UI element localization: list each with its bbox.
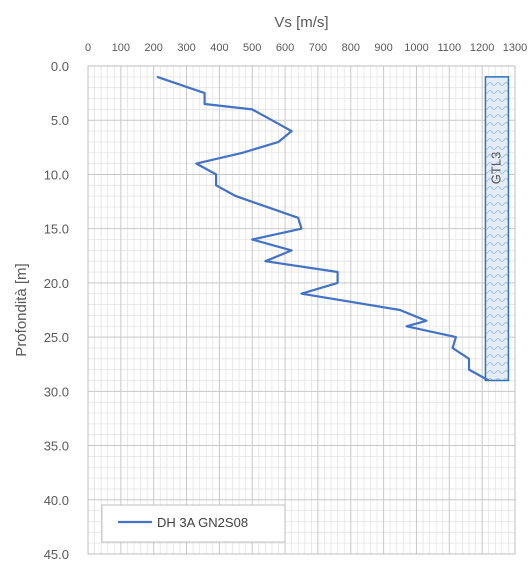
x-axis-title: Vs [m/s]	[274, 14, 328, 31]
plot-border	[87, 65, 516, 555]
y-tick-label: 20.0	[44, 276, 69, 291]
y-tick-label: 30.0	[44, 384, 69, 399]
x-tick-label: 800	[342, 42, 360, 54]
y-tick-label: 10.0	[44, 167, 69, 182]
x-tick-label: 300	[177, 42, 195, 54]
x-tick-label: 500	[243, 42, 261, 54]
x-tick-label: 600	[276, 42, 294, 54]
x-tick-label: 0	[85, 42, 91, 54]
x-tick-label: 700	[309, 42, 327, 54]
legend: DH 3A GN2S08	[101, 504, 286, 543]
series-line	[156, 75, 490, 382]
annotation-box	[484, 76, 510, 382]
x-tick-label: 1200	[470, 42, 494, 54]
annotation-label: GTL3	[488, 152, 503, 185]
legend-label: DH 3A GN2S08	[157, 515, 248, 530]
x-tick-label: 900	[374, 42, 392, 54]
y-tick-label: 0.0	[51, 59, 69, 74]
y-tick-label: 15.0	[44, 222, 69, 237]
annotation-layer: GTL3	[484, 76, 510, 382]
y-tick-label: 5.0	[51, 113, 69, 128]
x-tick-label: 1300	[503, 42, 527, 54]
legend-box	[101, 504, 286, 543]
x-tick-label: 200	[145, 42, 163, 54]
x-tick-label: 1000	[404, 42, 428, 54]
x-tick-label: 1100	[437, 42, 461, 54]
major-grid	[87, 65, 516, 555]
series-layer	[156, 75, 490, 382]
y-tick-label: 45.0	[44, 547, 69, 561]
x-tick-labels: 0 100 200 300 400 500 600 700 800 900 1000 1100 1200…	[85, 42, 527, 54]
y-tick-labels: 0.0 5.0 10.0 15.0 20.0 25.0 30.0 35.0 40.0 45.0	[44, 59, 69, 561]
y-tick-label: 40.0	[44, 493, 69, 508]
y-tick-label: 25.0	[44, 330, 69, 345]
y-axis-title: Profondità [m]	[13, 263, 30, 356]
x-tick-label: 400	[210, 42, 228, 54]
y-tick-label: 35.0	[44, 439, 69, 454]
minor-grid	[88, 66, 515, 554]
x-tick-label: 100	[112, 42, 130, 54]
